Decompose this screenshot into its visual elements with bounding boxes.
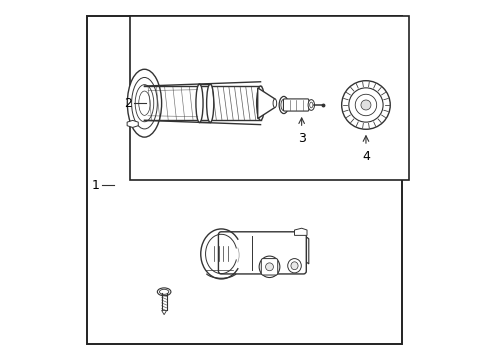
FancyBboxPatch shape [218,232,305,274]
FancyBboxPatch shape [283,99,308,111]
Ellipse shape [135,85,153,122]
Ellipse shape [307,100,314,111]
Polygon shape [257,88,274,118]
Text: 4: 4 [361,150,369,163]
Ellipse shape [206,84,213,122]
Ellipse shape [196,84,203,122]
Text: 3: 3 [297,132,305,145]
Ellipse shape [259,256,279,278]
Polygon shape [294,228,306,235]
Polygon shape [221,235,308,239]
Ellipse shape [159,289,168,294]
FancyBboxPatch shape [261,258,277,275]
Ellipse shape [279,96,288,113]
Ellipse shape [131,77,157,129]
Circle shape [360,100,370,110]
Circle shape [354,94,376,116]
Ellipse shape [157,288,171,296]
Ellipse shape [139,91,150,115]
Circle shape [348,88,382,122]
Bar [130,16,408,180]
Text: 2: 2 [124,97,132,110]
Ellipse shape [272,99,276,108]
Polygon shape [127,120,138,127]
Text: 1: 1 [92,179,100,192]
Ellipse shape [309,102,312,108]
Ellipse shape [127,69,162,137]
Ellipse shape [281,99,286,111]
Ellipse shape [256,86,264,120]
Polygon shape [162,310,166,315]
Bar [87,16,401,344]
Circle shape [341,81,389,129]
Polygon shape [303,235,308,264]
Ellipse shape [287,258,301,273]
Ellipse shape [265,263,273,271]
Ellipse shape [290,262,298,270]
